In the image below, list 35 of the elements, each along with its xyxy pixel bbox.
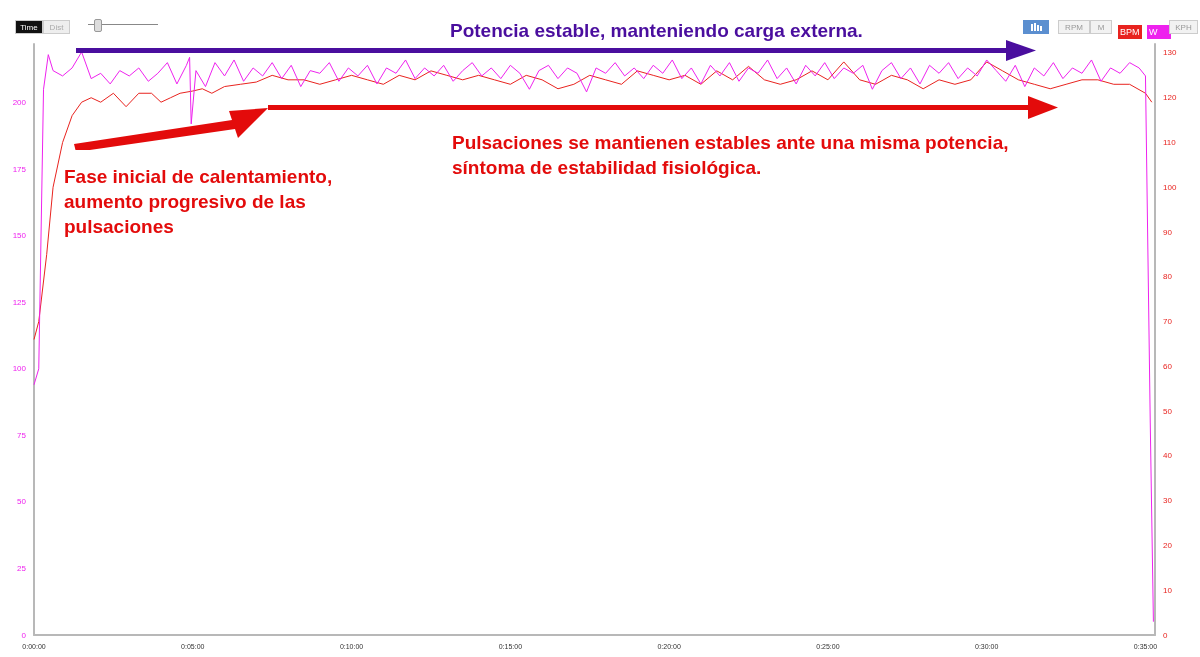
annotation: Fase inicial de calentamiento, aumento progresivo de las pulsaciones [64, 165, 334, 239]
y-tick-label: 75 [17, 430, 27, 440]
y2-tick-label: 0 [1163, 630, 1168, 640]
text: RPM [1058, 20, 1090, 34]
text: Potencia estable, manteniendo carga externa. [450, 19, 864, 43]
y-tick-label: 25 [17, 563, 27, 573]
y2-tick-label: 10 [1163, 585, 1173, 595]
y-tick-label: 200 [12, 98, 27, 108]
text: Dist [43, 20, 70, 34]
annotation: Pulsaciones se mantienen estables ante una misma potencia, síntoma de estabilidad fisiológica. [452, 131, 1010, 180]
y-tick-label: 50 [17, 497, 27, 507]
line-series [33, 61, 1153, 340]
y2-tick-label: 130 [1163, 48, 1177, 58]
y2-tick-label: 50 [1163, 406, 1173, 416]
text: W [1149, 27, 1158, 37]
y-tick-label: 0 [21, 630, 27, 640]
y2-tick-label: 60 [1163, 361, 1173, 371]
y2-tick-label: 70 [1163, 317, 1173, 327]
text: Time [15, 20, 43, 34]
text: BPM [1120, 27, 1140, 37]
y-tick-label: 100 [12, 364, 27, 374]
y2-tick-label: 80 [1163, 272, 1173, 282]
y2-tick-label: 40 [1163, 451, 1173, 461]
y-tick-label: 125 [12, 297, 27, 307]
text: KPH [1169, 20, 1198, 34]
y2-tick-label: 110 [1163, 138, 1177, 147]
y-tick-label: 150 [12, 231, 27, 241]
y2-tick-label: 20 [1163, 540, 1173, 550]
y2-tick-label: 90 [1163, 227, 1173, 237]
y2-tick-label: 100 [1163, 182, 1177, 192]
y-tick-label: 175 [12, 164, 27, 174]
y2-tick-label: 120 [1163, 93, 1177, 103]
line-series [33, 51, 1154, 623]
y2-tick-label: 30 [1163, 496, 1173, 506]
text: M [1090, 20, 1112, 34]
